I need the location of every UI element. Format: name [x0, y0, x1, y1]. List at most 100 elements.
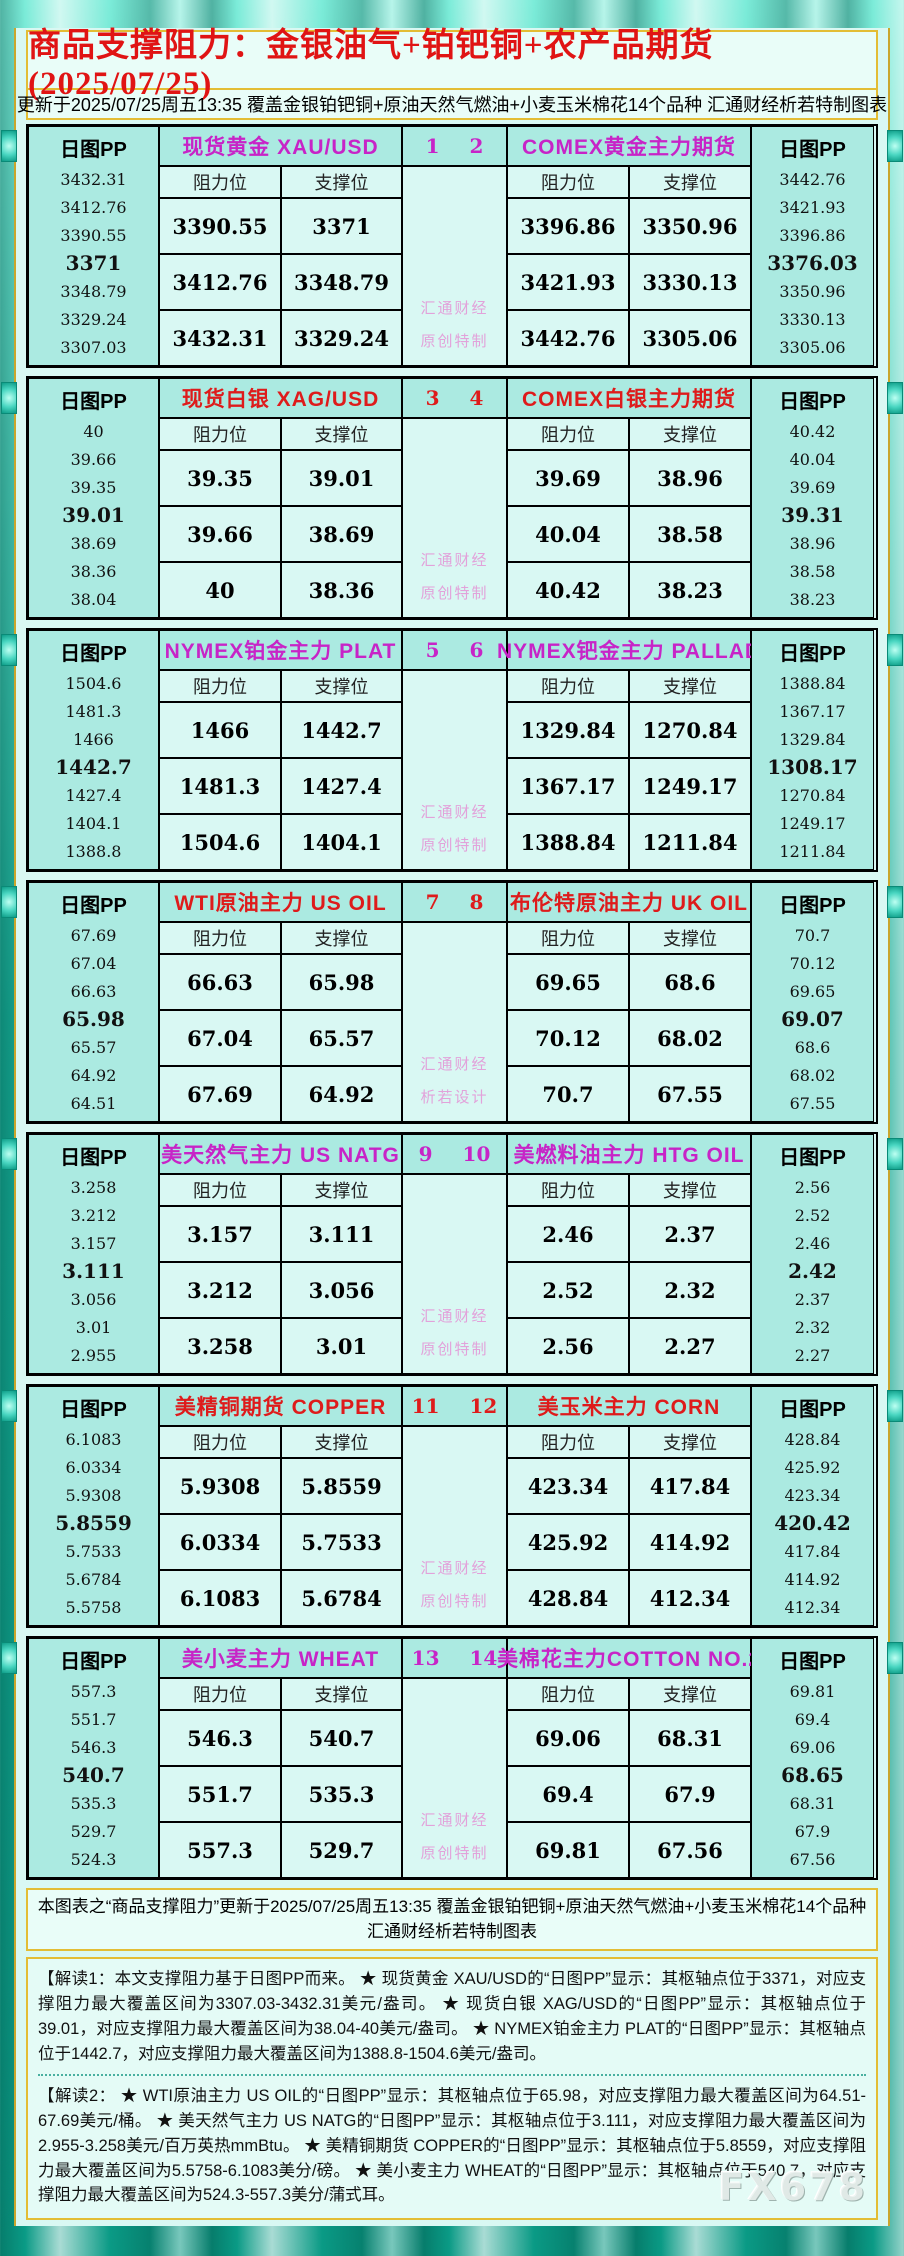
pp-value: 3348.79: [60, 281, 127, 301]
watermark-line: 原创特制: [420, 585, 489, 602]
pp-pivot-value: 68.65: [781, 1763, 844, 1787]
pp-value: 69.06: [789, 1737, 836, 1757]
pp-value: 67.56: [789, 1849, 836, 1869]
support-value: 38.36: [281, 562, 402, 618]
commodity-title-right: COMEX黄金主力期货: [507, 126, 751, 166]
resistance-value: 39.35: [159, 450, 281, 506]
block-number-right: 2: [469, 134, 484, 158]
pp-value: 38.69: [70, 533, 117, 553]
pp-value: 3.157: [70, 1233, 117, 1253]
frame-accent-right: [887, 382, 903, 414]
pp-value: 2.955: [70, 1345, 117, 1365]
pp-header-left: 日图PP: [60, 138, 127, 161]
pp-column-right: 日图PP 3442.76 3421.93 3396.86 3376.03 335…: [751, 126, 874, 366]
pp-value: 5.6784: [65, 1569, 122, 1589]
commodity-block: 日图PP 3.258 3.212 3.157 3.111 3.056 3.01 …: [1, 1132, 903, 1376]
pp-value: 535.3: [70, 1793, 117, 1813]
block-number-left: 9: [418, 1142, 433, 1166]
resistance-value: 3.212: [159, 1262, 281, 1318]
commodity-block: 日图PP 6.1083 6.0334 5.9308 5.8559 5.7533 …: [1, 1384, 903, 1628]
pp-value: 1388.84: [779, 673, 846, 693]
frame-accent-left: [1, 382, 17, 414]
pp-value: 68.31: [789, 1793, 836, 1813]
resistance-value: 40.04: [507, 506, 629, 562]
pp-value: 69.81: [789, 1681, 836, 1701]
pp-header-right: 日图PP: [779, 1146, 846, 1169]
pp-value: 524.3: [70, 1849, 117, 1869]
resistance-value: 39.69: [507, 450, 629, 506]
pp-value: 40: [83, 421, 104, 441]
support-value: 1442.7: [281, 702, 402, 758]
commodity-title-left: 美精铜期货 COPPER: [159, 1386, 402, 1426]
support-value: 3350.96: [629, 198, 751, 254]
pp-pivot-value: 1442.7: [55, 755, 132, 779]
support-header: 支撑位: [281, 418, 402, 450]
pp-value: 70.12: [789, 953, 836, 973]
pp-header-left: 日图PP: [60, 1146, 127, 1169]
pp-pivot-value: 3376.03: [767, 251, 858, 275]
pp-value: 414.92: [784, 1569, 841, 1589]
watermark-cell: 汇通财经 原创特制: [402, 1426, 507, 1626]
block-number-right: 6: [469, 638, 484, 662]
resistance-header: 阻力位: [159, 1678, 281, 1710]
resistance-value: 428.84: [507, 1570, 629, 1626]
pp-pivot-value: 69.07: [781, 1007, 844, 1031]
commodity-title-right: COMEX白银主力期货: [507, 378, 751, 418]
resistance-value: 6.0334: [159, 1514, 281, 1570]
pp-value: 1329.84: [779, 729, 846, 749]
pp-column-right: 日图PP 2.56 2.52 2.46 2.42 2.37 2.32 2.27: [751, 1134, 874, 1374]
support-value: 1249.17: [629, 758, 751, 814]
watermark-cell: 汇通财经 原创特制: [402, 1678, 507, 1878]
pp-column-left: 日图PP 40 39.66 39.35 39.01 38.69 38.36 38…: [28, 378, 159, 618]
frame-accent-right: [887, 886, 903, 918]
pp-value: 67.69: [70, 925, 117, 945]
support-header: 支撑位: [629, 418, 751, 450]
pp-pivot-value: 39.01: [62, 503, 125, 527]
support-value: 3329.24: [281, 310, 402, 366]
pp-column-right: 日图PP 70.7 70.12 69.65 69.07 68.6 68.02 6…: [751, 882, 874, 1122]
support-value: 38.23: [629, 562, 751, 618]
resistance-value: 2.46: [507, 1206, 629, 1262]
pp-value: 38.04: [70, 589, 117, 609]
pp-column-left: 日图PP 557.3 551.7 546.3 540.7 535.3 529.7…: [28, 1638, 159, 1878]
block-number-left: 1: [425, 134, 440, 158]
pp-value: 67.55: [789, 1093, 836, 1113]
block-number-left: 11: [411, 1394, 440, 1418]
support-header: 支撑位: [629, 1426, 751, 1458]
frame-accent-right: [887, 1390, 903, 1422]
resistance-header: 阻力位: [159, 1174, 281, 1206]
pp-value: 39.69: [789, 477, 836, 497]
resistance-value: 66.63: [159, 954, 281, 1010]
resistance-value: 69.65: [507, 954, 629, 1010]
support-value: 3305.06: [629, 310, 751, 366]
support-header: 支撑位: [281, 670, 402, 702]
block-numbers: 11 12: [402, 1386, 507, 1426]
watermark-line: 汇通财经: [420, 1308, 489, 1325]
pp-value: 38.23: [789, 589, 836, 609]
support-value: 2.32: [629, 1262, 751, 1318]
support-value: 3348.79: [281, 254, 402, 310]
resistance-header: 阻力位: [507, 418, 629, 450]
resistance-value: 70.7: [507, 1066, 629, 1122]
pp-value: 5.7533: [65, 1541, 122, 1561]
pp-value: 1270.84: [779, 785, 846, 805]
pp-header-right: 日图PP: [779, 1398, 846, 1421]
pp-header-left: 日图PP: [60, 1398, 127, 1421]
pp-value: 5.9308: [65, 1485, 122, 1505]
pp-column-right: 日图PP 428.84 425.92 423.34 420.42 417.84 …: [751, 1386, 874, 1626]
support-header: 支撑位: [629, 1174, 751, 1206]
commodity-title-right: 布伦特原油主力 UK OIL: [507, 882, 751, 922]
frame-accent-left: [1, 634, 17, 666]
pp-header-left: 日图PP: [60, 894, 127, 917]
support-value: 3.111: [281, 1206, 402, 1262]
pp-header-right: 日图PP: [779, 138, 846, 161]
commodity-title-left: 现货黄金 XAU/USD: [159, 126, 402, 166]
support-value: 1404.1: [281, 814, 402, 870]
pp-value: 1481.3: [65, 701, 122, 721]
pp-value: 39.66: [70, 449, 117, 469]
frame-accent-right: [887, 1138, 903, 1170]
resistance-value: 6.1083: [159, 1570, 281, 1626]
block-number-left: 3: [425, 386, 440, 410]
support-value: 2.37: [629, 1206, 751, 1262]
commodity-block: 日图PP 3432.31 3412.76 3390.55 3371 3348.7…: [1, 124, 903, 368]
